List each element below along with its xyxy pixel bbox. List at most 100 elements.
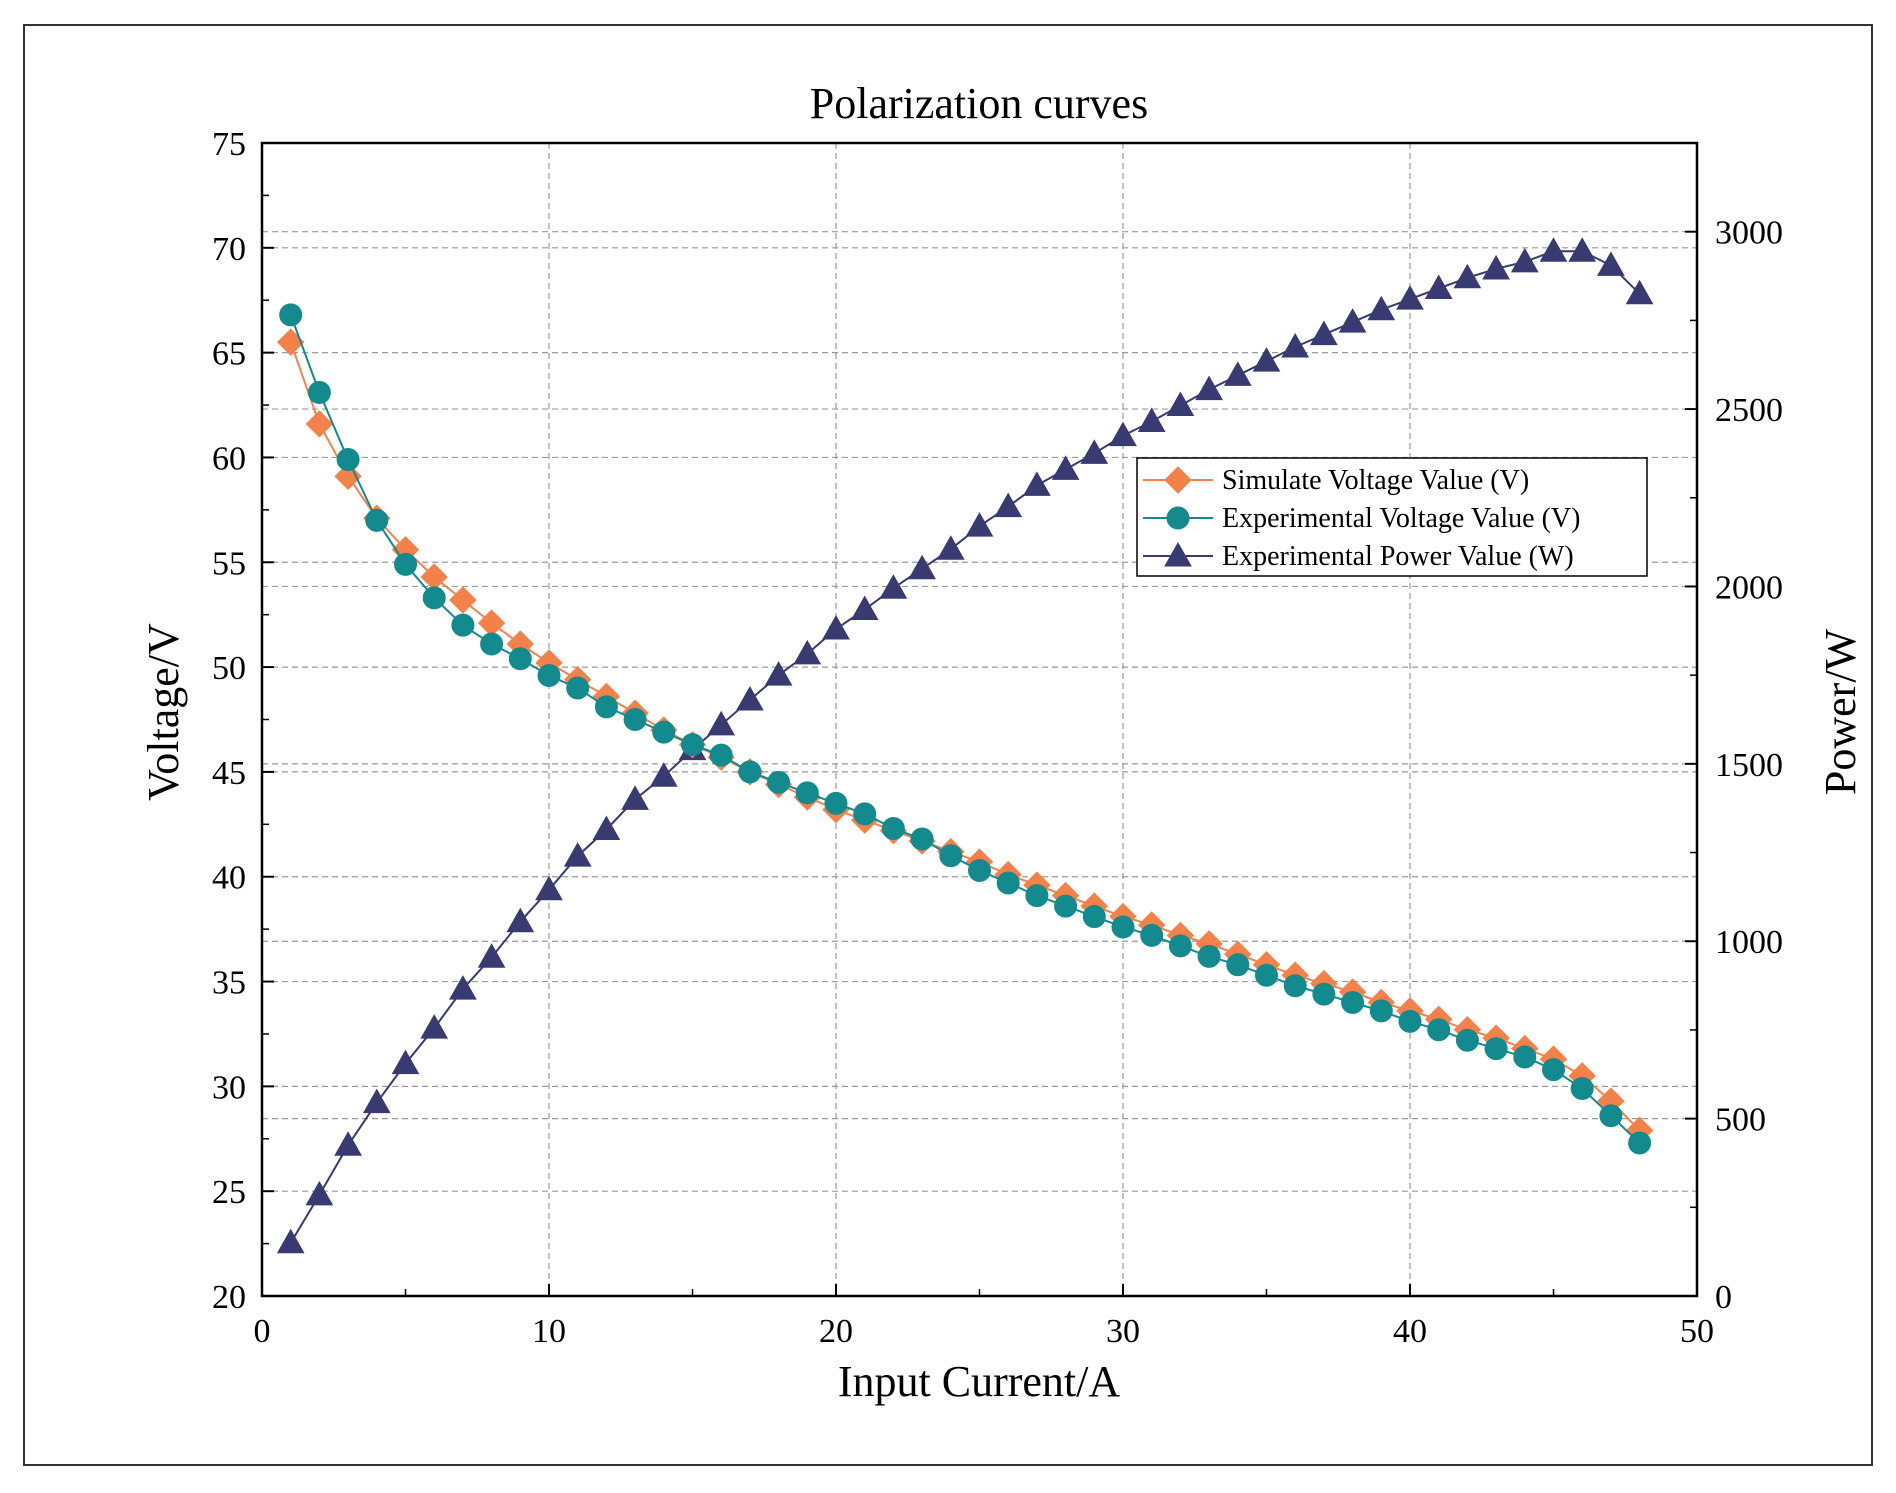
data-point-experimental-voltage	[1628, 1131, 1652, 1155]
data-point-experimental-power	[1424, 274, 1453, 299]
data-point-experimental-power	[1510, 247, 1539, 273]
data-point-experimental-voltage	[795, 781, 819, 805]
data-point-experimental-power	[649, 762, 678, 787]
data-point-experimental-power	[305, 1180, 334, 1206]
data-point-experimental-power	[1597, 251, 1625, 276]
data-point-experimental-voltage	[623, 708, 647, 731]
data-point-experimental-power	[936, 535, 965, 560]
x-tick-label: 20	[819, 1313, 853, 1350]
x-axis-title: Input Current/A	[838, 1357, 1121, 1406]
data-point-experimental-voltage	[853, 802, 877, 826]
data-point-experimental-voltage	[451, 613, 475, 637]
chart-title: Polarization curves	[810, 79, 1148, 128]
y-tick-label: 30	[212, 1069, 246, 1106]
data-point-experimental-voltage	[1283, 974, 1307, 998]
y-tick-label: 35	[212, 965, 246, 1002]
y2-tick-label: 1500	[1715, 747, 1783, 784]
data-point-experimental-voltage	[1542, 1058, 1565, 1082]
data-point-experimental-power	[1109, 421, 1137, 447]
data-point-experimental-voltage	[1197, 944, 1221, 968]
legend-label-experimental-voltage: Experimental Voltage Value (V)	[1222, 503, 1580, 534]
data-point-experimental-power	[362, 1088, 391, 1114]
data-point-experimental-voltage	[594, 695, 618, 719]
data-point-experimental-voltage	[1484, 1037, 1508, 1061]
data-point-experimental-power	[879, 574, 908, 599]
data-point-experimental-power	[1223, 361, 1252, 386]
y-tick-label: 40	[212, 860, 246, 897]
data-point-experimental-voltage	[968, 858, 991, 882]
data-point-experimental-voltage	[1369, 999, 1393, 1023]
data-point-experimental-power	[965, 512, 994, 537]
data-point-experimental-voltage	[1168, 934, 1192, 958]
data-point-experimental-power	[1023, 471, 1051, 496]
data-point-experimental-voltage	[1226, 953, 1250, 977]
data-point-experimental-voltage	[365, 508, 389, 532]
data-point-experimental-power	[1310, 320, 1338, 346]
data-point-simulate-voltage	[334, 462, 362, 491]
data-point-experimental-voltage	[709, 743, 733, 767]
data-point-experimental-power	[535, 875, 563, 901]
y-tick-label: 20	[212, 1279, 246, 1316]
y-tick-label: 60	[212, 440, 246, 477]
data-point-experimental-power	[994, 492, 1023, 518]
y-tick-label: 70	[212, 231, 246, 268]
data-point-experimental-power	[1166, 391, 1195, 417]
y2-tick-label: 3000	[1715, 215, 1783, 252]
data-point-experimental-voltage	[279, 303, 303, 327]
data-point-experimental-power	[334, 1131, 362, 1156]
figure-frame	[23, 24, 1873, 1466]
data-point-experimental-power	[1396, 285, 1424, 310]
data-point-experimental-voltage	[537, 663, 561, 687]
data-point-experimental-power	[592, 815, 621, 840]
legend-box	[1136, 457, 1648, 577]
x-tick-label: 50	[1680, 1313, 1714, 1350]
data-point-experimental-power	[1051, 455, 1080, 480]
data-point-experimental-voltage	[1111, 915, 1135, 939]
y2-tick-label: 1000	[1715, 924, 1783, 961]
data-point-experimental-voltage	[996, 871, 1020, 895]
data-point-experimental-power	[793, 639, 822, 665]
legend-label-experimental-power: Experimental Power Value (W)	[1222, 541, 1574, 572]
data-point-experimental-power	[1080, 439, 1109, 464]
data-point-experimental-voltage	[422, 586, 446, 610]
legend-entry-experimental-power: Experimental Power Value (W)	[1143, 541, 1574, 572]
series-experimental-voltage	[279, 303, 1652, 1155]
y2-tick-label: 0	[1715, 1279, 1732, 1316]
legend: Simulate Voltage Value (V) Experimental …	[1136, 457, 1648, 577]
data-point-experimental-voltage	[1599, 1104, 1623, 1128]
data-point-experimental-power	[1539, 237, 1568, 262]
y-axis-title: Voltage/V	[139, 623, 188, 801]
data-point-experimental-voltage	[1140, 923, 1164, 947]
y-tick-label: 50	[212, 650, 246, 687]
data-point-experimental-voltage	[910, 827, 934, 851]
legend-entry-simulate-voltage: Simulate Voltage Value (V)	[1143, 465, 1529, 496]
data-point-experimental-power	[850, 595, 879, 621]
data-point-experimental-power	[506, 907, 535, 933]
data-point-experimental-power	[449, 975, 477, 1000]
data-point-experimental-voltage	[1513, 1045, 1537, 1069]
data-point-experimental-power	[1137, 407, 1166, 432]
data-point-experimental-power	[477, 943, 506, 968]
y2-axis-title: Power/W	[1816, 628, 1865, 795]
data-point-experimental-voltage	[1255, 963, 1278, 987]
plot-area	[262, 143, 1697, 1296]
data-point-experimental-voltage	[881, 817, 905, 841]
data-point-experimental-power	[1625, 279, 1654, 305]
data-point-experimental-voltage	[307, 380, 331, 404]
y2-tick-label: 2000	[1715, 569, 1783, 606]
x-tick-label: 10	[532, 1313, 566, 1350]
data-point-experimental-power	[1195, 375, 1223, 401]
data-point-experimental-voltage	[1455, 1028, 1479, 1052]
y-tick-label: 25	[212, 1174, 246, 1211]
data-point-experimental-voltage	[939, 844, 963, 868]
data-point-experimental-voltage	[1427, 1018, 1451, 1042]
x-tick-label: 0	[254, 1313, 271, 1350]
axes: 0 10 20 30 40 50 20 25 30 35 40 45 50 55 60 65 70 75 0 500 1…	[212, 126, 1783, 1350]
legend-entry-experimental-voltage: Experimental Voltage Value (V)	[1143, 503, 1580, 534]
data-point-experimental-power	[736, 685, 764, 711]
data-point-experimental-voltage	[566, 676, 590, 700]
data-point-experimental-voltage	[652, 720, 676, 744]
data-point-experimental-voltage	[1312, 982, 1336, 1006]
x-tick-label: 40	[1393, 1313, 1427, 1350]
